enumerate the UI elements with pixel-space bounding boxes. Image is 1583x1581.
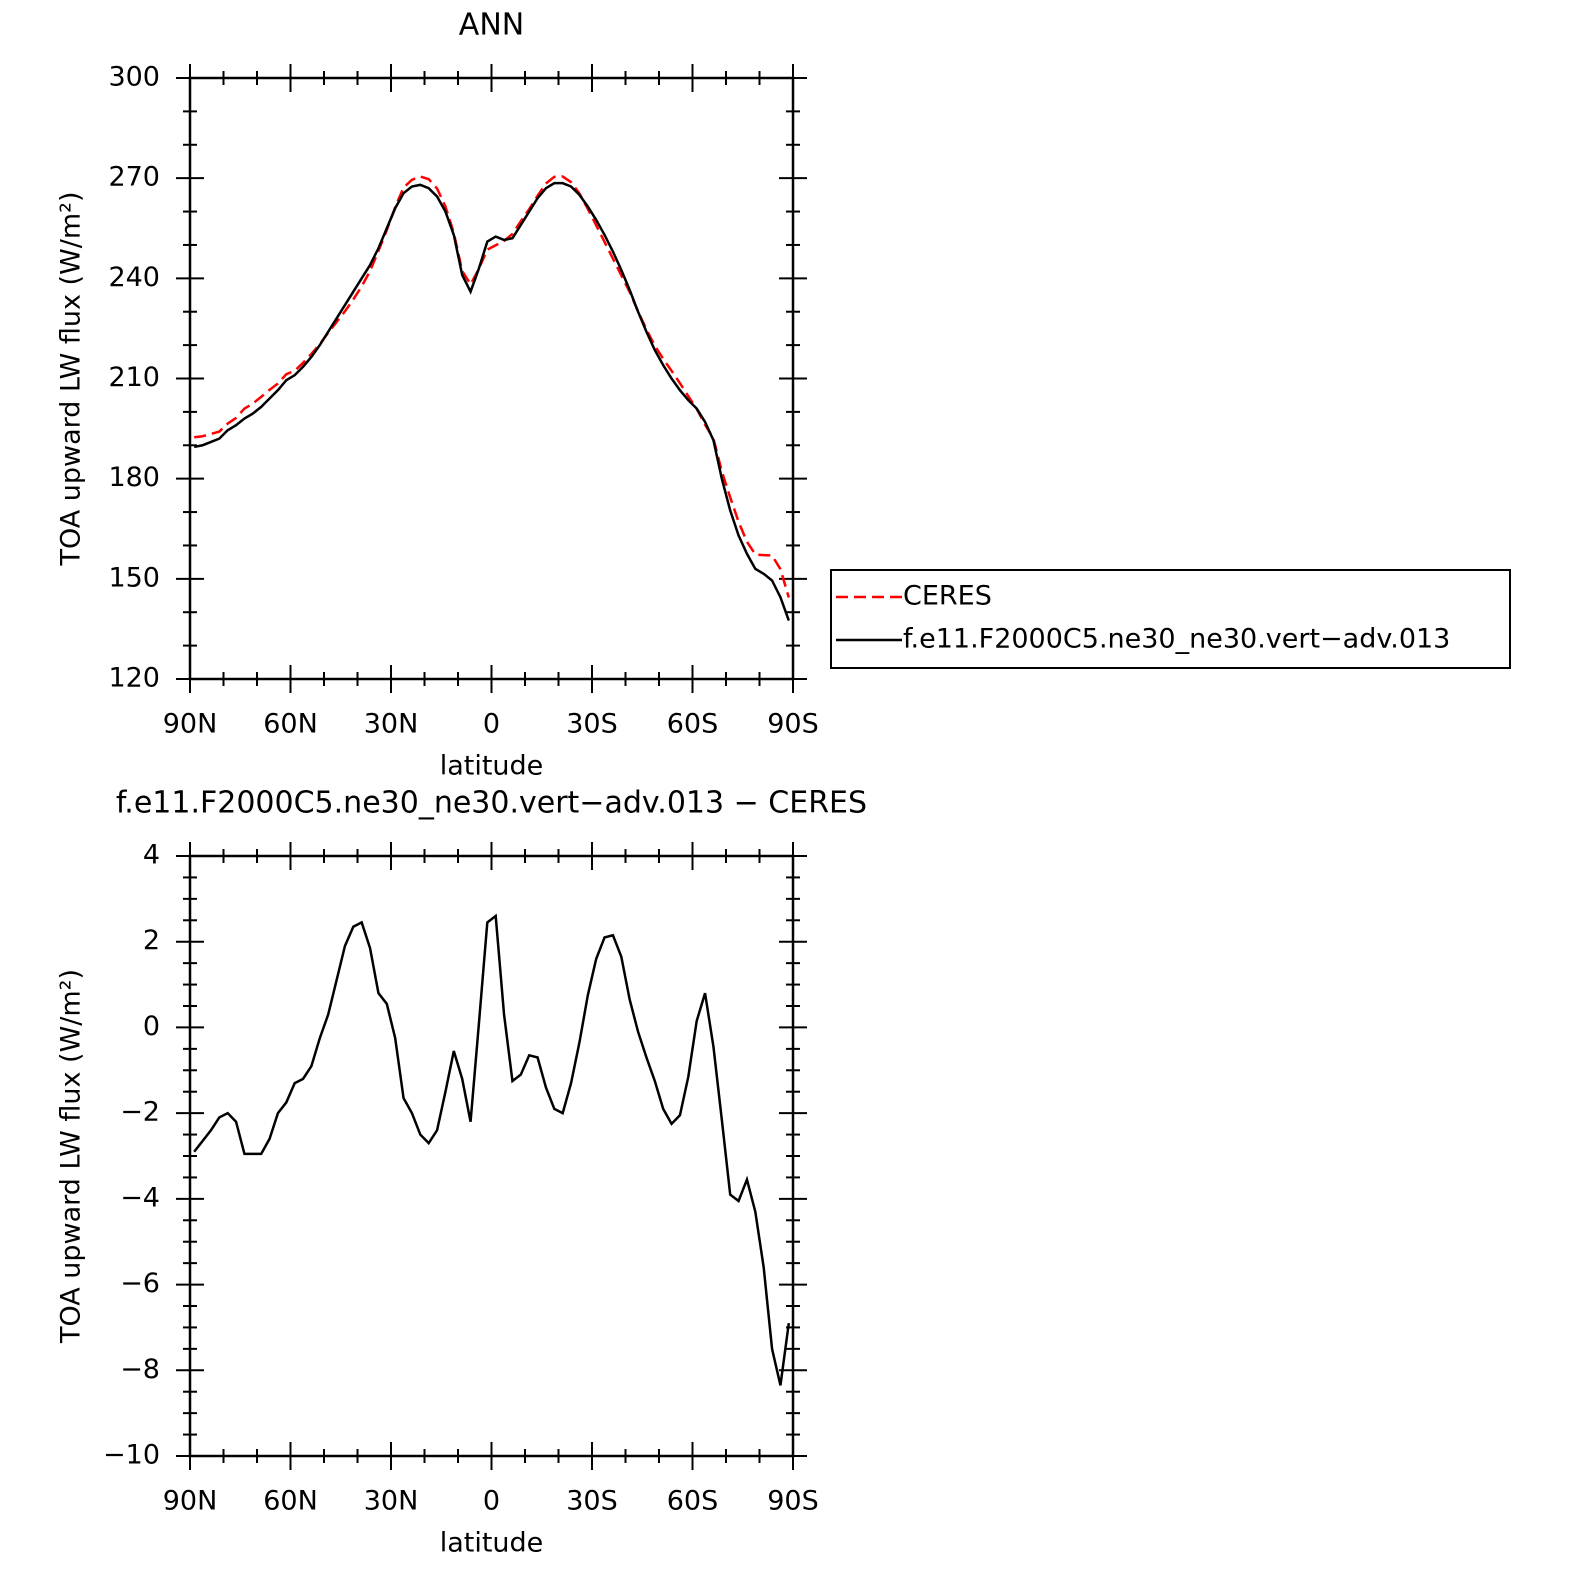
chart-title: ANN bbox=[459, 8, 524, 43]
x-tick-label: 90S bbox=[767, 1486, 819, 1517]
y-axis-label: TOA upward LW flux (W/m²) bbox=[56, 969, 87, 1344]
x-tick-label: 30S bbox=[566, 709, 618, 740]
y-tick-label: 120 bbox=[108, 663, 160, 694]
x-axis-label: latitude bbox=[440, 1528, 544, 1559]
y-tick-label: 240 bbox=[108, 262, 160, 293]
y-tick-label: 270 bbox=[108, 162, 160, 193]
x-tick-label: 90S bbox=[767, 709, 819, 740]
x-tick-label: 60S bbox=[667, 1486, 719, 1517]
x-tick-label: 30N bbox=[364, 709, 419, 740]
y-tick-label: −10 bbox=[103, 1440, 160, 1471]
plot-frame bbox=[188, 76, 795, 681]
y-tick-label: 150 bbox=[108, 562, 160, 593]
data-line bbox=[193, 181, 790, 621]
chart-title: f.e11.F2000C5.ne30_ne30.vert−adv.013 − C… bbox=[116, 786, 867, 821]
y-tick-label: 2 bbox=[143, 925, 160, 956]
data-line bbox=[193, 913, 791, 1386]
x-axis-label: latitude bbox=[440, 751, 544, 782]
y-tick-label: 300 bbox=[108, 62, 160, 93]
y-tick-label: −2 bbox=[120, 1097, 160, 1128]
x-tick-label: 0 bbox=[483, 1486, 500, 1517]
y-tick-label: 180 bbox=[108, 462, 160, 493]
y-tick-label: 210 bbox=[108, 362, 160, 393]
data-line bbox=[194, 175, 791, 598]
legend-label: f.e11.F2000C5.ne30_ne30.vert−adv.013 bbox=[903, 624, 1450, 655]
y-tick-label: −8 bbox=[120, 1354, 160, 1385]
x-tick-label: 90N bbox=[163, 1486, 218, 1517]
legend: CERES f.e11.F2000C5.ne30_ne30.vert−adv.01… bbox=[830, 569, 1511, 669]
x-tick-label: 0 bbox=[483, 709, 500, 740]
y-axis-label: TOA upward LW flux (W/m²) bbox=[56, 191, 87, 566]
x-tick-label: 30N bbox=[364, 1486, 419, 1517]
y-tick-label: 0 bbox=[143, 1011, 160, 1042]
y-tick-label: −6 bbox=[120, 1268, 160, 1299]
x-tick-label: 60N bbox=[263, 709, 318, 740]
y-tick-label: 4 bbox=[143, 840, 160, 871]
x-tick-label: 60N bbox=[263, 1486, 318, 1517]
x-tick-label: 90N bbox=[163, 709, 218, 740]
y-tick-label: −4 bbox=[120, 1182, 160, 1213]
plot-frame bbox=[188, 854, 795, 1458]
legend-label: CERES bbox=[903, 581, 992, 612]
x-tick-label: 60S bbox=[667, 709, 719, 740]
legend-box bbox=[830, 569, 1511, 669]
x-tick-label: 30S bbox=[566, 1486, 618, 1517]
